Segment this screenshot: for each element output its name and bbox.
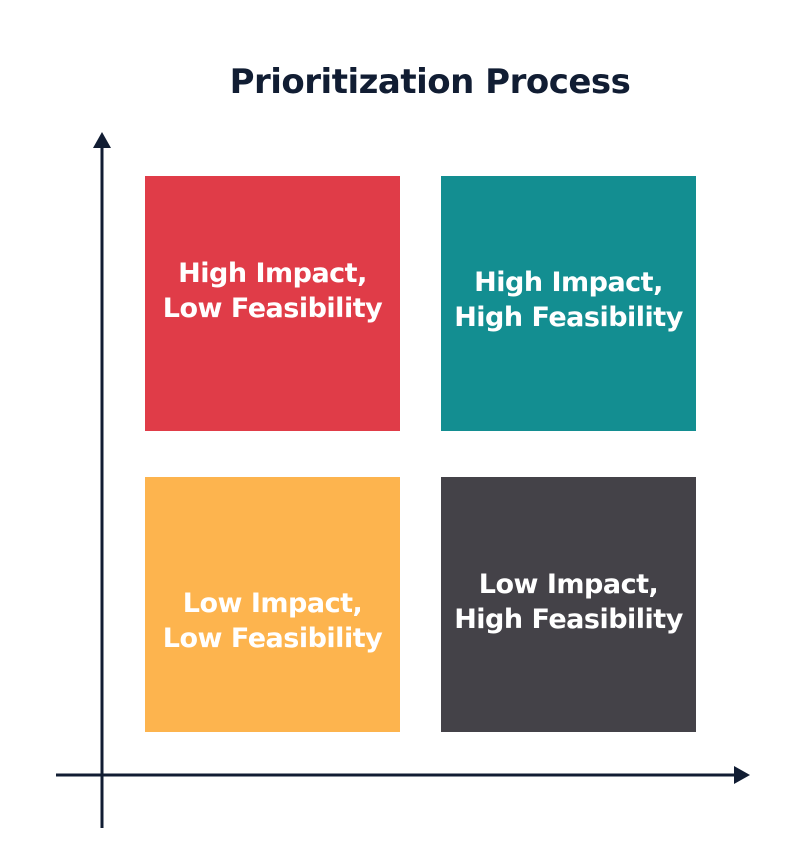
quadrant-label-line1: High Impact,	[178, 257, 367, 289]
quadrant-label-line2: High Feasibility	[454, 301, 683, 333]
quadrant-low-impact-high-feasibility: Low Impact, High Feasibility	[441, 477, 696, 732]
quadrant-label-line2: High Feasibility	[454, 604, 683, 635]
diagram-title: Prioritization Process	[229, 62, 631, 102]
quadrant-low-impact-low-feasibility: Low Impact, Low Feasibility	[145, 477, 400, 732]
quadrant-label-line1: Low Impact,	[478, 569, 659, 600]
quadrant-high-impact-low-feasibility: High Impact, Low Feasibility	[145, 176, 400, 431]
y-axis-arrow-icon	[93, 132, 111, 148]
quadrant-label-line2: Low Feasibility	[162, 292, 383, 324]
quadrant-label-line1: Low Impact,	[182, 587, 363, 619]
x-axis-arrow-icon	[734, 766, 750, 784]
quadrant-high-impact-high-feasibility: High Impact, High Feasibility	[441, 176, 696, 431]
quadrant-label-line2: Low Feasibility	[162, 622, 383, 654]
quadrant-label-line1: High Impact,	[474, 266, 663, 298]
